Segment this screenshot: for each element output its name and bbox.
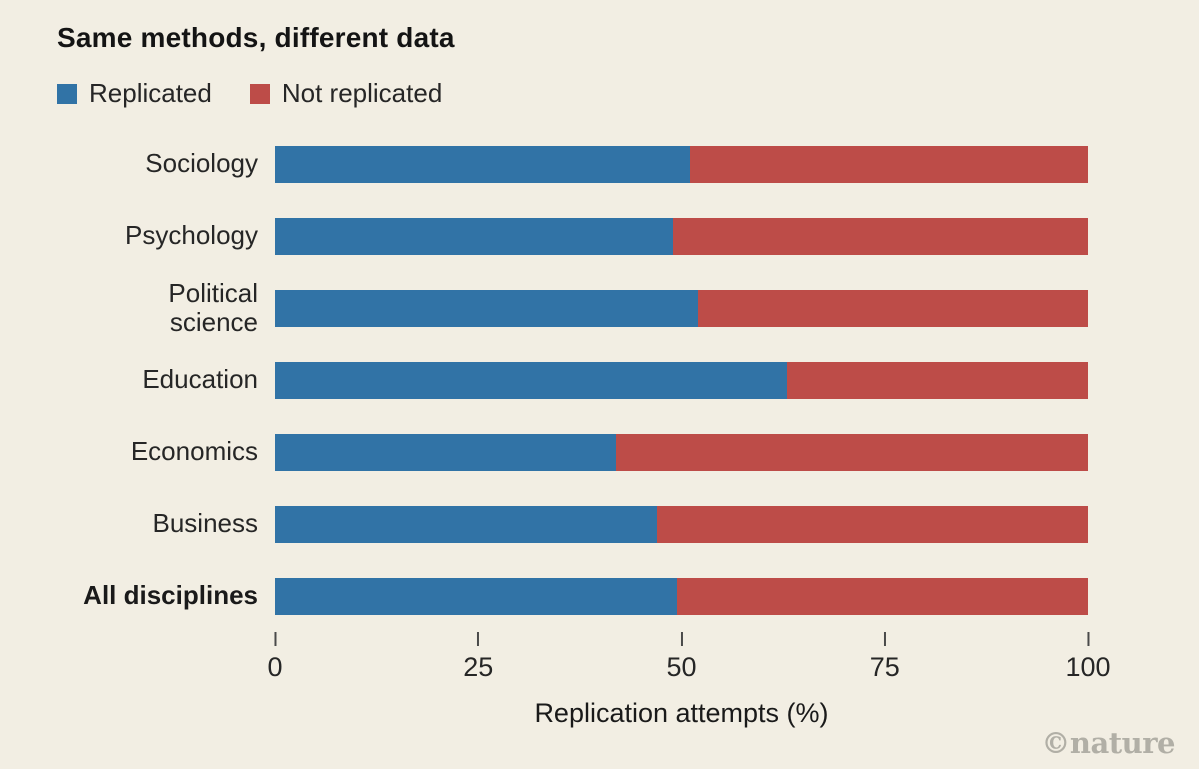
tick-label: 75 — [869, 652, 900, 682]
bar-track — [275, 361, 1088, 399]
category-label: All disciplines — [83, 580, 258, 611]
bar-track — [275, 289, 1088, 327]
legend-label-replicated: Replicated — [89, 78, 212, 108]
replicated-swatch-icon — [57, 83, 77, 104]
bar-row: Economics — [0, 416, 1088, 488]
chart-title: Same methods, different data — [57, 22, 455, 53]
nature-watermark: ©nature — [1041, 726, 1175, 760]
not-replicated-segment — [657, 505, 1088, 543]
replicated-segment — [275, 433, 617, 471]
category-label: Political science — [168, 277, 258, 337]
not-replicated-segment — [787, 361, 1088, 399]
legend-item-not-replicated: Not replicated — [249, 78, 443, 109]
replicated-segment — [275, 289, 698, 327]
tick-label: 25 — [463, 652, 494, 682]
bar-track — [275, 577, 1088, 615]
tick-mark — [680, 632, 683, 646]
bar-track — [275, 145, 1088, 183]
x-axis-title: Replication attempts (%) — [534, 698, 829, 728]
bar-row: Business — [0, 488, 1088, 560]
not-replicated-segment — [673, 217, 1088, 255]
legend-item-replicated: Replicated — [57, 78, 212, 109]
category-label: Sociology — [145, 148, 258, 179]
legend: Replicated Not replicated — [57, 78, 442, 109]
legend-label-not-replicated: Not replicated — [281, 78, 443, 108]
tick-mark — [883, 632, 886, 646]
x-axis-tick: 100 — [1065, 632, 1111, 683]
not-replicated-segment — [689, 145, 1088, 183]
bar-row: Sociology — [0, 128, 1088, 200]
replicated-segment — [275, 217, 674, 255]
not-replicated-segment — [697, 289, 1088, 327]
not-replicated-segment — [616, 433, 1088, 471]
category-label: Business — [152, 508, 259, 539]
category-label: Psychology — [125, 220, 258, 251]
x-axis-tick: 0 — [267, 632, 283, 683]
bar-row: Education — [0, 344, 1088, 416]
tick-mark — [477, 632, 480, 646]
tick-label: 0 — [267, 652, 283, 682]
bar-row: All disciplines — [0, 560, 1088, 632]
replicated-segment — [275, 577, 678, 615]
x-axis-tick: 75 — [870, 632, 900, 683]
x-axis: 0 25 50 75 100 — [267, 632, 1111, 692]
replicated-segment — [275, 145, 690, 183]
tick-label: 50 — [666, 652, 697, 682]
replicated-segment — [275, 361, 788, 399]
bar-row: Psychology — [0, 200, 1088, 272]
category-label: Education — [142, 364, 258, 395]
not-replicated-segment — [677, 577, 1088, 615]
tick-label: 100 — [1065, 652, 1111, 682]
category-label: Economics — [130, 436, 258, 467]
bar-track — [275, 505, 1088, 543]
bar-rows: Sociology Psychology Political science Educ… — [0, 128, 1088, 632]
tick-mark — [1087, 632, 1089, 646]
replicated-segment — [275, 505, 658, 543]
bar-track — [275, 433, 1088, 471]
tick-mark — [274, 632, 276, 646]
bar-row: Political science — [0, 272, 1088, 344]
x-axis-tick: 50 — [666, 632, 697, 683]
not-replicated-swatch-icon — [249, 83, 270, 104]
x-axis-tick: 25 — [463, 632, 493, 683]
bar-track — [275, 217, 1088, 255]
